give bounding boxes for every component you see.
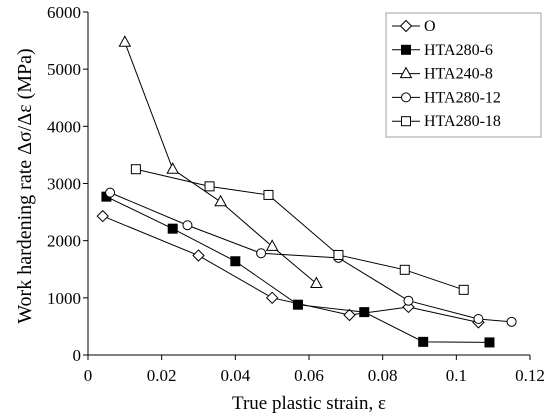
legend-marker-hta280-18 <box>401 116 411 127</box>
data-point-hta280-6 <box>292 299 303 310</box>
series-line-hta280-12 <box>109 192 512 323</box>
plot-series <box>96 35 517 348</box>
data-point-hta280-6 <box>484 337 495 348</box>
data-point-o <box>192 249 205 262</box>
legend-entry-hta240-8: HTA240-8 <box>392 66 493 83</box>
data-point-hta240-8 <box>310 276 323 289</box>
series-hta280-18 <box>130 164 469 295</box>
data-point-hta280-6 <box>230 256 241 267</box>
legend-label-o: O <box>424 18 436 35</box>
legend-entry-hta280-12: HTA280-12 <box>392 89 501 106</box>
legend-entry-o: O <box>392 18 436 35</box>
legend-entry-hta280-18: HTA280-18 <box>392 113 501 130</box>
data-point-hta280-18 <box>458 284 469 295</box>
y-axis-label: Work hardening rate Δσ/Δε (MPa) <box>14 48 36 323</box>
legend-marker-o <box>399 19 413 33</box>
legend-marker-hta240-8 <box>399 66 413 79</box>
legend-entry-hta280-6: HTA280-6 <box>392 42 493 59</box>
data-point-hta280-12 <box>105 187 116 198</box>
y-tick-label: 4000 <box>47 117 81 136</box>
y-tick-label: 5000 <box>47 60 81 79</box>
x-tick-label: 0.02 <box>147 366 177 385</box>
series-o <box>96 209 485 329</box>
data-point-hta240-8 <box>166 162 180 174</box>
data-point-hta280-6 <box>359 307 370 318</box>
y-tick-label: 6000 <box>47 3 81 22</box>
data-point-hta280-6 <box>418 336 429 347</box>
y-tick-label: 0 <box>73 346 82 365</box>
data-point-hta280-12 <box>256 248 267 259</box>
series-line-hta280-18 <box>135 168 464 291</box>
x-axis-label: True plastic strain, ε <box>232 393 386 414</box>
data-point-o <box>265 291 279 305</box>
axis-ticks: 0 0.02 0.04 0.06 0.08 0.1 0.12 0 1000 2000 3000 400… <box>47 3 545 385</box>
series-hta280-12 <box>105 187 517 327</box>
legend-label-hta280-6: HTA280-6 <box>424 42 493 59</box>
data-point-hta280-12 <box>506 316 517 327</box>
data-point-hta280-18 <box>263 189 274 200</box>
data-point-hta280-6 <box>167 223 178 234</box>
legend-marker-hta280-12 <box>401 92 411 103</box>
data-point-o <box>96 209 109 223</box>
data-point-hta280-12 <box>182 220 193 231</box>
legend-label-hta240-8: HTA240-8 <box>424 66 493 83</box>
legend-label-hta280-12: HTA280-12 <box>424 89 501 106</box>
y-tick-label: 2000 <box>47 232 81 251</box>
x-tick-label: 0.08 <box>368 366 398 385</box>
data-point-hta240-8 <box>265 239 279 251</box>
legend-box <box>385 12 542 138</box>
legend-marker-hta280-6 <box>401 44 411 55</box>
data-point-hta280-18 <box>333 249 344 260</box>
data-point-hta280-18 <box>204 181 215 192</box>
legend-label-hta280-18: HTA280-18 <box>424 113 501 130</box>
data-point-hta280-18 <box>399 264 410 275</box>
legend: O HTA280-6 HTA240-8 HTA280-12 HTA280-18 <box>385 12 542 138</box>
data-point-hta280-12 <box>403 295 414 306</box>
data-point-hta240-8 <box>214 194 227 207</box>
x-tick-label: 0.04 <box>220 366 250 385</box>
series-hta240-8 <box>118 35 323 289</box>
y-tick-label: 3000 <box>47 175 81 194</box>
series-line-hta240-8 <box>124 42 317 284</box>
series-line-hta280-6 <box>106 196 490 343</box>
data-point-hta240-8 <box>118 35 132 47</box>
series-hta280-6 <box>101 191 495 348</box>
data-point-o <box>343 308 356 322</box>
data-point-hta280-12 <box>473 313 484 324</box>
data-point-hta280-18 <box>130 164 141 175</box>
x-tick-label: 0 <box>84 366 93 385</box>
series-line-o <box>102 215 479 323</box>
y-tick-label: 1000 <box>47 289 81 308</box>
x-tick-label: 0.12 <box>515 366 545 385</box>
x-tick-label: 0.1 <box>446 366 467 385</box>
x-tick-label: 0.06 <box>294 366 324 385</box>
